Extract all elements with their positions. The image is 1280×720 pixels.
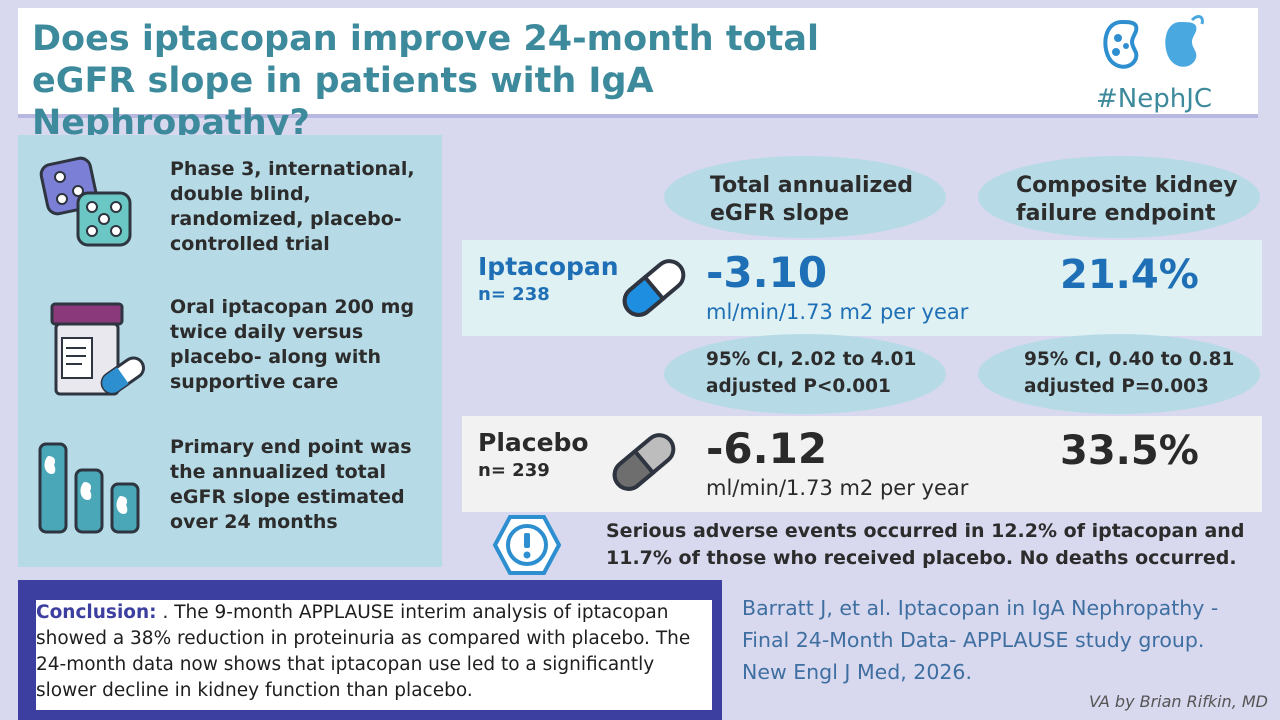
slope-ci: 95% CI, 2.02 to 4.01 adjusted P<0.001	[706, 346, 936, 400]
placebo-name: Placebo	[478, 428, 589, 457]
slope-header: Total annualized eGFR slope	[710, 173, 913, 226]
design-text-1: Phase 3, international, double blind, ra…	[170, 158, 415, 255]
pill-bottle-icon	[50, 302, 145, 396]
kidney-bars-icon	[38, 442, 140, 534]
adverse-events-text: Serious adverse events occurred in 12.2%…	[606, 520, 1245, 569]
iptacopan-row: Iptacopan n= 238 -3.10 ml/min/1.73 m2 pe…	[462, 240, 1262, 336]
dice-icon	[39, 156, 132, 247]
study-design-panel: Phase 3, international, double blind, ra…	[18, 135, 442, 567]
page-title: Does iptacopan improve 24-month total eG…	[32, 19, 820, 143]
placebo-row: Placebo n= 239 -6.12 ml/min/1.73 m2 per …	[462, 416, 1262, 512]
iptacopan-name: Iptacopan	[478, 252, 619, 281]
slope-header-pill	[664, 156, 946, 238]
placebo-unit: ml/min/1.73 m2 per year	[706, 476, 969, 500]
placebo-n: n= 239	[478, 460, 550, 481]
slope-ci-pill	[664, 334, 946, 414]
kf-header: Composite kidney failure endpoint	[1016, 173, 1238, 226]
author-credit: VA by Brian Rifkin, MD	[1089, 692, 1268, 711]
conclusion-body: . The 9-month APPLAUSE interim analysis …	[36, 602, 691, 701]
conclusion-text: Conclusion: . The 9-month APPLAUSE inter…	[36, 600, 712, 710]
kf-ci: 95% CI, 0.40 to 0.81 adjusted P=0.003	[1024, 346, 1254, 400]
slope-ci-line1: 95% CI, 2.02 to 4.01	[706, 349, 917, 370]
gray-capsule-icon	[612, 433, 676, 491]
title-banner	[18, 8, 1258, 118]
iptacopan-unit: ml/min/1.73 m2 per year	[706, 300, 969, 324]
slope-ci-line2: adjusted P<0.001	[706, 376, 891, 397]
iptacopan-kf: 21.4%	[1060, 252, 1199, 298]
design-text-3: Primary end point was the annualized tot…	[170, 436, 412, 533]
design-text-2: Oral iptacopan 200 mg twice daily versus…	[170, 296, 415, 393]
nephjc-logo: #NephJC	[1062, 8, 1262, 114]
citation: Barratt J, et al. Iptacopan in IgA Nephr…	[742, 596, 1219, 684]
kf-ci-line2: adjusted P=0.003	[1024, 376, 1209, 397]
kf-ci-pill	[978, 334, 1260, 414]
warning-icon	[492, 515, 562, 575]
logo-hashtag: #NephJC	[1096, 84, 1213, 114]
kf-ci-line1: 95% CI, 0.40 to 0.81	[1024, 349, 1235, 370]
kidney-icon	[1103, 15, 1204, 69]
conclusion-label: Conclusion:	[36, 602, 157, 623]
iptacopan-slope: -3.10	[706, 248, 828, 297]
kf-header-pill	[978, 156, 1260, 238]
placebo-kf: 33.5%	[1060, 428, 1199, 474]
iptacopan-n: n= 238	[478, 284, 550, 305]
blue-capsule-icon	[622, 259, 686, 317]
placebo-slope: -6.12	[706, 424, 828, 473]
